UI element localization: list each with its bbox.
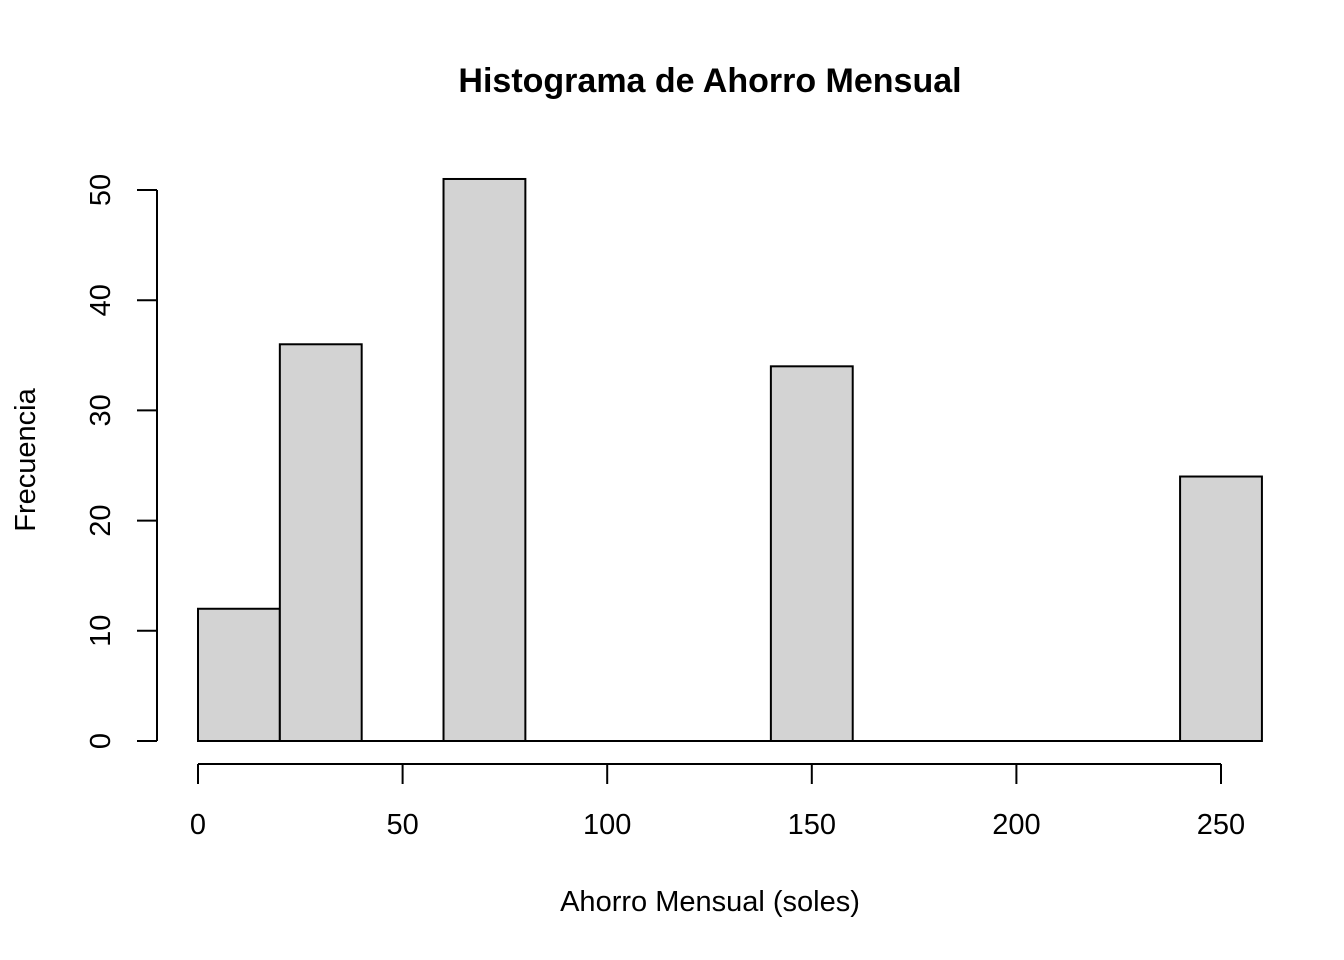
histogram-bar: [278, 343, 363, 742]
x-tick-label: 200: [992, 809, 1040, 841]
y-tick-label: 30: [85, 394, 117, 426]
bars-group: [197, 177, 1263, 743]
y-tick-label: 40: [85, 284, 117, 316]
histogram-bar: [769, 365, 854, 742]
y-tick-label: 10: [85, 615, 117, 647]
histogram-bar: [1179, 475, 1263, 742]
y-tick-label: 0: [85, 733, 117, 749]
x-axis-label: Ahorro Mensual (soles): [560, 886, 860, 918]
y-axis-label: Frecuencia: [10, 387, 42, 531]
x-tick-label: 50: [386, 809, 418, 841]
y-axis: 0 10 20 30 40 50: [85, 174, 158, 749]
y-tick-label: 20: [85, 504, 117, 536]
histogram-bar: [442, 177, 527, 743]
histogram-bar: [197, 607, 281, 743]
x-tick-label: 100: [583, 809, 631, 841]
y-tick-label: 50: [85, 174, 117, 206]
x-tick-label: 250: [1197, 809, 1245, 841]
x-tick-label: 150: [788, 809, 836, 841]
chart-title: Histograma de Ahorro Mensual: [458, 62, 961, 100]
x-tick-label: 0: [190, 809, 206, 841]
x-axis: 0 50 100 150 200 250: [190, 763, 1245, 841]
